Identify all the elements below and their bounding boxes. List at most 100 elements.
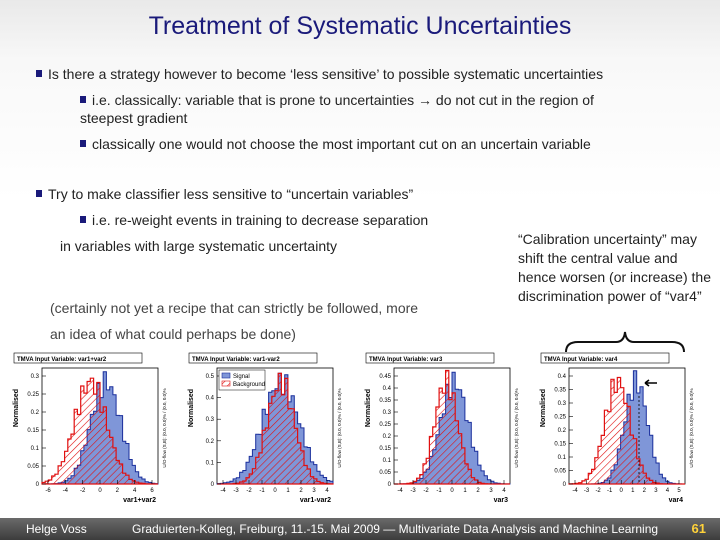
bullet-1a-cont: steepest gradient bbox=[80, 110, 187, 126]
x-tick-label: 0 bbox=[450, 488, 454, 494]
plot-header: TMVA Input Variable: var1-var2 bbox=[192, 357, 280, 363]
plot-header: TMVA Input Variable: var4 bbox=[544, 357, 618, 363]
y-tick-label: 0.3 bbox=[383, 410, 392, 416]
x-axis-label: var3 bbox=[494, 497, 509, 504]
x-tick-label: 5 bbox=[677, 488, 681, 494]
bullet-1-text: Is there a strategy however to become ‘l… bbox=[48, 66, 604, 82]
bullet-marker bbox=[80, 216, 86, 223]
page-number: 61 bbox=[691, 521, 706, 536]
y-axis-label: Normalised bbox=[540, 389, 547, 427]
histogram-var1plusvar2: TMVA Input Variable: var1+var2 0.3 0.25 0.2… bbox=[8, 352, 178, 508]
x-axis-label: var4 bbox=[669, 497, 684, 504]
x-tick-label: -6 bbox=[45, 488, 51, 494]
footer-author: Helge Voss bbox=[26, 522, 87, 536]
x-tick-label: 2 bbox=[299, 488, 303, 494]
y-tick-label: 0.1 bbox=[31, 446, 40, 452]
background-histogram bbox=[41, 377, 158, 485]
overflow-label: U/O-flow (S,B): (0.0, 0.0)% / (0.0, 0.0)… bbox=[689, 388, 694, 467]
bullet-1a: i.e. classically: variable that is prone… bbox=[80, 92, 594, 108]
y-tick-label: 0.5 bbox=[206, 374, 215, 380]
y-tick-label: 0.2 bbox=[558, 428, 567, 434]
x-tick-label: -1 bbox=[259, 488, 265, 494]
bullet-1b: classically one would not choose the mos… bbox=[80, 136, 591, 152]
overflow-label: U/O-flow (S,B): (0.0, 0.0)% / (0.0, 0.0)… bbox=[337, 388, 342, 467]
note-line-2: an idea of what could perhaps be done) bbox=[50, 326, 296, 342]
x-tick-label: -4 bbox=[220, 488, 226, 494]
y-tick-label: 0.15 bbox=[379, 446, 391, 452]
y-tick-label: 0.05 bbox=[554, 469, 566, 475]
bullet-2: Try to make classifier less sensitive to… bbox=[36, 186, 413, 202]
x-tick-label: 3 bbox=[489, 488, 493, 494]
x-tick-label: -3 bbox=[584, 488, 590, 494]
overflow-label: U/O-flow (S,B): (0.0, 0.0)% / (0.0, 0.0)… bbox=[514, 388, 519, 467]
y-tick-label: 0.2 bbox=[206, 439, 215, 445]
x-tick-label: -3 bbox=[233, 488, 239, 494]
histogram-var4: TMVA Input Variable: var4 0.4 0.35 0.3 0.25 0… bbox=[535, 352, 705, 508]
bullet-2a-cont-text: in variables with large systematic uncer… bbox=[60, 238, 338, 254]
x-tick-label: 3 bbox=[312, 488, 316, 494]
legend-signal: Signal bbox=[233, 374, 250, 380]
x-tick-label: 4 bbox=[502, 488, 506, 494]
x-tick-label: -2 bbox=[595, 488, 601, 494]
y-tick-label: 0.1 bbox=[206, 460, 215, 466]
y-tick-label: 0.05 bbox=[27, 464, 39, 470]
histogram-var1minusvar2: TMVA Input Variable: var1-var2 0.5 0.4 0.3 0… bbox=[183, 352, 353, 508]
y-tick-label: 0.2 bbox=[383, 434, 392, 440]
y-tick-label: 0.4 bbox=[558, 374, 567, 380]
bullet-1a-text: i.e. classically: variable that is prone… bbox=[92, 92, 594, 108]
x-tick-label: -4 bbox=[397, 488, 403, 494]
x-tick-label: 1 bbox=[286, 488, 290, 494]
y-tick-label: 0.15 bbox=[554, 442, 566, 448]
x-tick-label: 2 bbox=[116, 488, 120, 494]
y-axis-label: Normalised bbox=[13, 389, 20, 427]
bullet-marker bbox=[80, 140, 86, 147]
y-tick-label: 0.4 bbox=[383, 386, 392, 392]
overflow-label: U/O-flow (S,B): (0.0, 0.0)% / (0.0, 0.0)… bbox=[162, 388, 167, 467]
x-axis-label: var1+var2 bbox=[123, 497, 156, 504]
histogram-var3: TMVA Input Variable: var3 0.45 0.4 0.35 0.3 0… bbox=[360, 352, 530, 508]
x-tick-label: 2 bbox=[643, 488, 647, 494]
y-tick-label: 0.3 bbox=[31, 374, 40, 380]
bullet-marker bbox=[80, 96, 86, 103]
y-axis-label: Normalised bbox=[365, 389, 372, 427]
y-axis-label: Normalised bbox=[188, 389, 195, 427]
y-tick-label: 0.2 bbox=[31, 410, 40, 416]
bullet-marker bbox=[36, 190, 42, 197]
x-tick-label: -1 bbox=[436, 488, 442, 494]
y-tick-label: 0.4 bbox=[206, 396, 215, 402]
x-tick-label: 4 bbox=[666, 488, 670, 494]
x-tick-label: 4 bbox=[325, 488, 329, 494]
legend-box bbox=[218, 369, 266, 391]
x-tick-label: 1 bbox=[463, 488, 467, 494]
x-tick-label: -2 bbox=[423, 488, 429, 494]
slide-title: Treatment of Systematic Uncertainties bbox=[148, 12, 572, 40]
bullet-2a-cont: in variables with large systematic uncer… bbox=[60, 238, 337, 254]
x-tick-label: 0 bbox=[98, 488, 102, 494]
x-tick-label: -4 bbox=[572, 488, 578, 494]
y-tick-label: 0 bbox=[211, 482, 215, 488]
x-tick-label: -2 bbox=[80, 488, 86, 494]
y-tick-label: 0.35 bbox=[554, 388, 566, 394]
callout-text: “Calibration uncertainty” may shift the … bbox=[518, 231, 711, 304]
x-tick-label: -4 bbox=[63, 488, 69, 494]
x-tick-label: 0 bbox=[273, 488, 277, 494]
x-tick-label: 2 bbox=[476, 488, 480, 494]
y-tick-label: 0.3 bbox=[558, 401, 567, 407]
y-tick-label: 0.3 bbox=[206, 417, 215, 423]
arrow-left-icon bbox=[644, 379, 657, 387]
y-tick-label: 0.25 bbox=[554, 415, 566, 421]
plot-header: TMVA Input Variable: var3 bbox=[369, 357, 443, 363]
x-tick-label: 4 bbox=[133, 488, 137, 494]
bullet-2a: i.e. re-weight events in training to dec… bbox=[80, 212, 428, 228]
y-tick-label: 0.25 bbox=[27, 392, 39, 398]
x-tick-label: 6 bbox=[150, 488, 154, 494]
bullet-1: Is there a strategy however to become ‘l… bbox=[36, 66, 603, 82]
x-axis-label: var1-var2 bbox=[300, 497, 331, 504]
y-tick-label: 0 bbox=[563, 482, 567, 488]
y-tick-label: 0.25 bbox=[379, 422, 391, 428]
x-tick-label: 1 bbox=[631, 488, 635, 494]
y-tick-label: 0.45 bbox=[379, 374, 391, 380]
y-tick-label: 0.35 bbox=[379, 398, 391, 404]
y-tick-label: 0 bbox=[388, 482, 392, 488]
y-tick-label: 0.15 bbox=[27, 428, 39, 434]
